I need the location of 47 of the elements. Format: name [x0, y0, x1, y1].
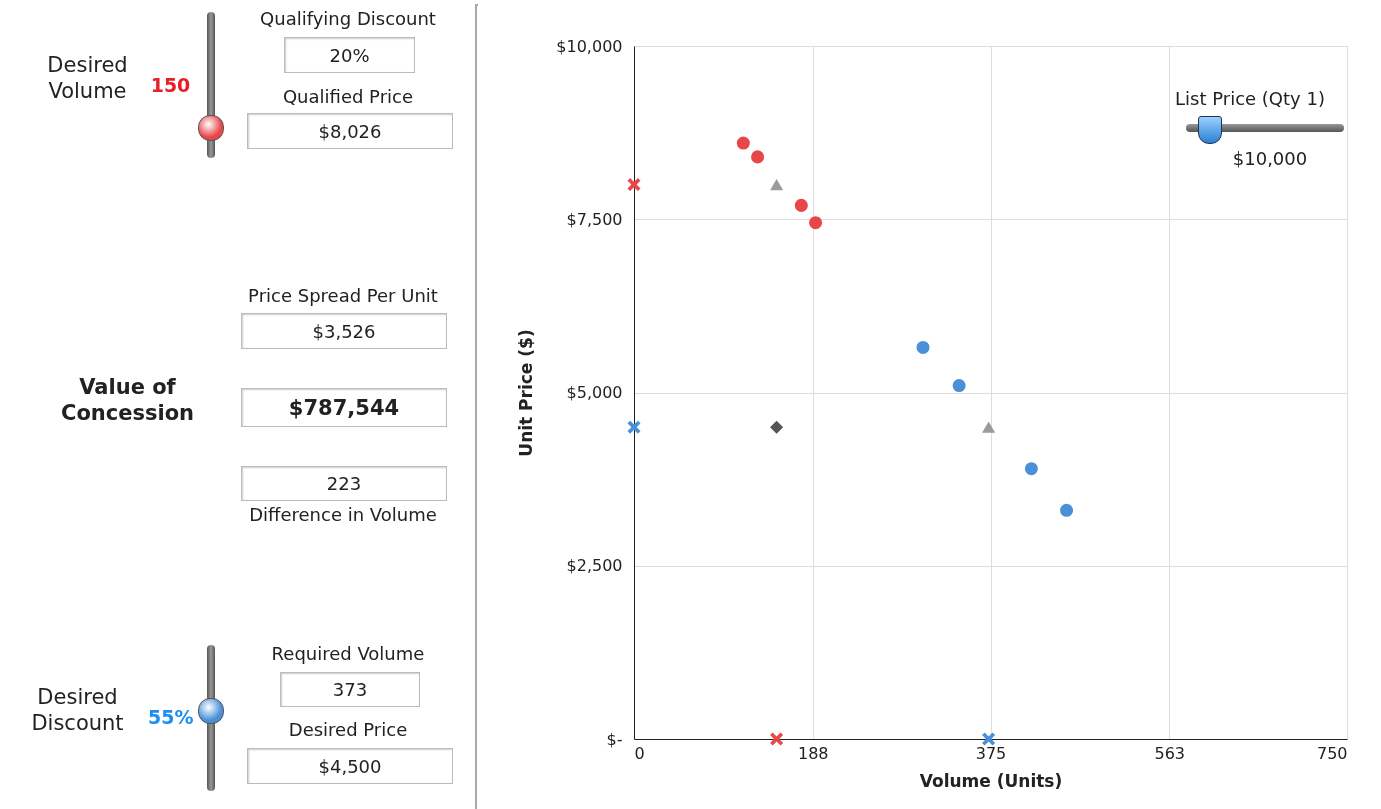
point — [916, 340, 930, 354]
point — [982, 732, 996, 746]
text: Desired Volume — [46, 52, 129, 105]
point — [794, 198, 808, 212]
point — [770, 178, 784, 191]
point — [736, 136, 750, 150]
text: 20% — [284, 37, 415, 73]
x-axis-title: Volume (Units) — [919, 770, 1063, 791]
point — [1024, 462, 1038, 476]
y-tick-label: $5,000 — [566, 383, 623, 402]
text: $8,026 — [247, 113, 453, 149]
point — [627, 178, 641, 192]
point — [982, 421, 996, 433]
x-tick-label: 188 — [797, 743, 829, 763]
point — [1060, 503, 1074, 517]
y-tick-label: $- — [606, 729, 623, 749]
text: 373 — [280, 672, 420, 707]
text: Required Volume — [270, 643, 426, 666]
x-tick-label: 375 — [975, 743, 1007, 763]
point — [751, 150, 765, 164]
x-tick-label: 563 — [1154, 743, 1185, 763]
text: Qualified Price — [281, 86, 415, 109]
text: Desired Discount — [30, 684, 125, 737]
y-tick-label: $2,500 — [566, 556, 623, 576]
point — [627, 420, 641, 434]
text: Value of Concession — [59, 374, 196, 427]
text: Price Spread Per Unit — [247, 285, 439, 308]
y-tick-label: $10,000 — [556, 36, 623, 56]
text: 223 — [241, 466, 447, 501]
y-tick-label: $7,500 — [566, 209, 623, 229]
text: Qualifying Discount — [259, 8, 437, 31]
text: Difference in Volume — [248, 504, 438, 527]
text: $3,526 — [241, 313, 447, 349]
text: Desired Price — [287, 719, 409, 742]
point — [770, 420, 784, 434]
point — [952, 379, 966, 393]
annotation: $10,000 — [1231, 148, 1309, 171]
x-tick-label: 750 — [1316, 743, 1348, 763]
point — [770, 732, 784, 746]
annotation: List Price (Qty 1) — [1174, 88, 1326, 111]
text: 55% — [148, 706, 194, 730]
x-tick-label: 0 — [634, 743, 645, 763]
y-axis-title: Unit Price ($) — [516, 329, 537, 457]
text: $787,544 — [241, 388, 447, 427]
text: $4,500 — [247, 748, 453, 784]
text: 150 — [149, 74, 192, 98]
point — [809, 216, 823, 230]
